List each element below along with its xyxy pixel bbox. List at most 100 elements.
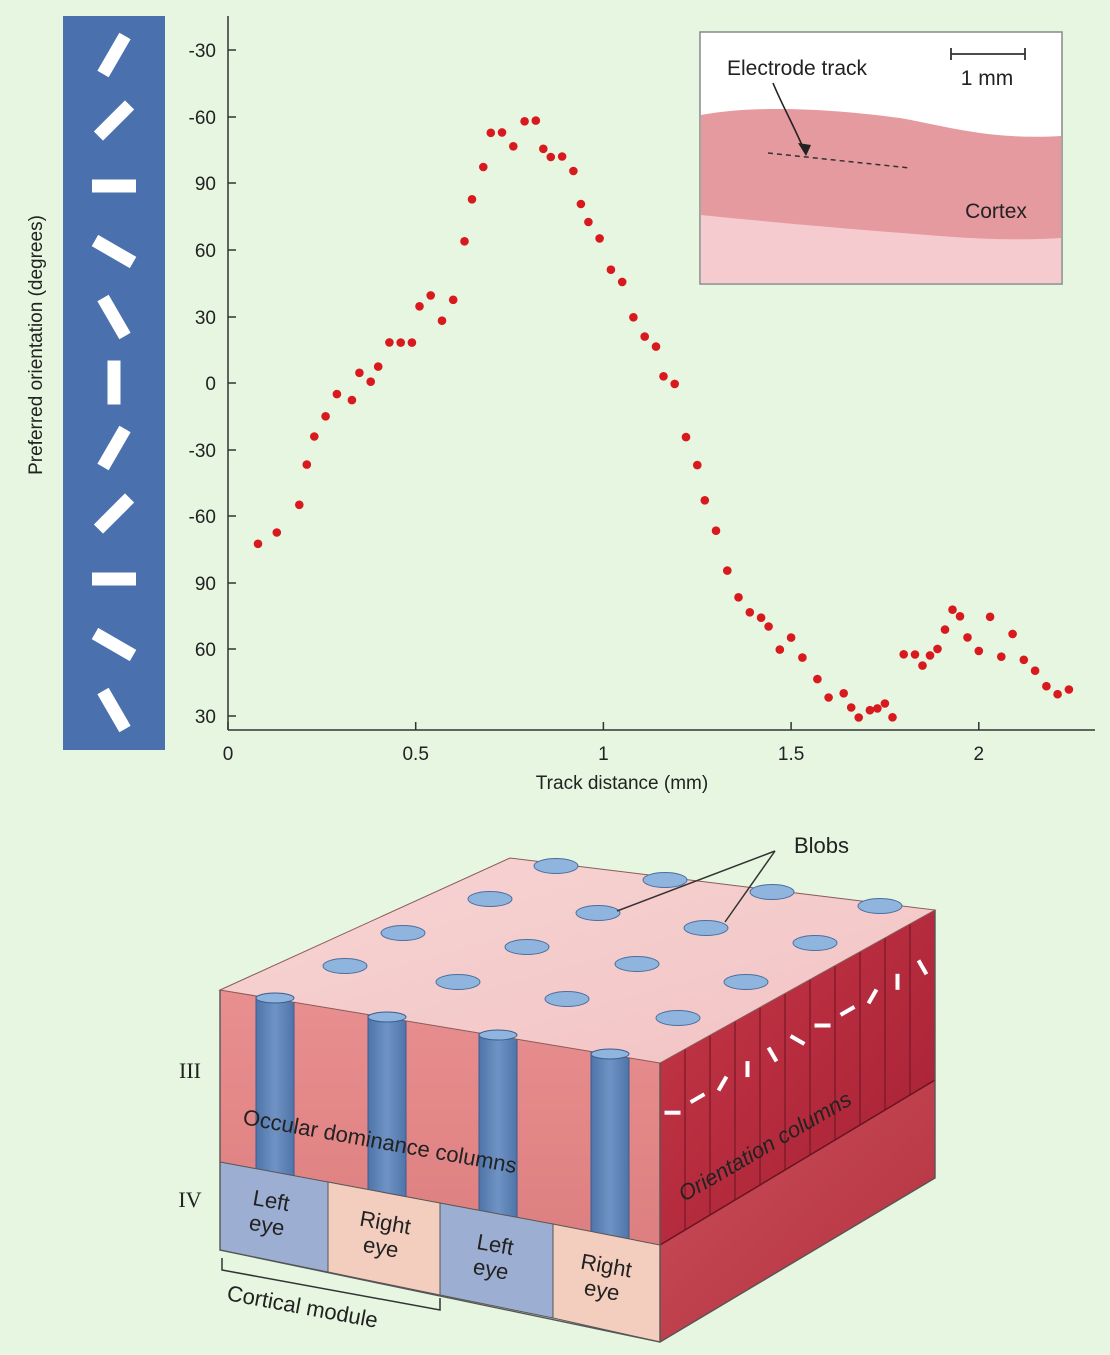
data-point <box>974 646 984 656</box>
data-point <box>948 605 957 614</box>
data-point <box>925 651 935 660</box>
data-point <box>460 237 469 246</box>
data-point <box>933 644 942 654</box>
y-tick-label: -30 <box>189 41 216 62</box>
blob <box>792 935 838 951</box>
orientation-tick-bar <box>93 100 135 141</box>
data-point <box>385 338 394 347</box>
data-point <box>700 496 710 505</box>
orientation-plot: -30 -60 90 60 30 0 -30 -60 90 60 30 0 0.5 1 1.5 2 Pref… <box>26 16 1095 794</box>
data-point <box>373 362 383 371</box>
orientation-marker-bar <box>866 988 879 1005</box>
orientation-tick-bar <box>97 294 131 340</box>
data-point <box>824 693 833 702</box>
orientation-marker <box>716 1075 729 1092</box>
data-point <box>865 705 875 715</box>
right-face-lower <box>660 1080 935 1342</box>
data-point <box>437 316 447 326</box>
orientation-bar <box>63 16 165 750</box>
blob <box>467 891 513 907</box>
data-point <box>756 613 766 622</box>
y-axis-title: Preferred orientation (degrees) <box>26 215 47 475</box>
data-point <box>681 432 691 442</box>
orientation-marker <box>745 1061 750 1078</box>
left-eye-label-2: Lefteye <box>471 1229 516 1285</box>
ocular-column-4 <box>590 1050 630 1240</box>
data-point <box>486 128 496 138</box>
orientation-tick <box>97 425 131 471</box>
orientation-tick-bar <box>91 627 137 662</box>
data-point <box>659 372 668 381</box>
orientation-tick <box>91 234 137 269</box>
blob <box>575 905 621 921</box>
data-point <box>366 377 376 387</box>
data-point <box>963 633 972 642</box>
data-point <box>745 608 755 617</box>
data-point <box>520 117 529 126</box>
ocular-column-1 <box>255 995 295 1177</box>
orientation-tick <box>93 493 135 534</box>
data-point <box>531 116 541 125</box>
blob <box>683 920 729 936</box>
x-tick-label: 1 <box>598 744 609 765</box>
blob <box>723 974 769 990</box>
blob-pointer-1 <box>616 850 776 912</box>
blob <box>614 956 660 972</box>
blob <box>380 925 426 941</box>
y-tick-label: -60 <box>189 507 216 528</box>
data-point <box>253 539 263 549</box>
cortical-module-bracket <box>221 1258 441 1311</box>
data-point <box>775 645 785 654</box>
blob-pointer-2 <box>724 850 776 923</box>
orientation-tick <box>93 100 135 141</box>
data-point <box>302 460 312 469</box>
y-tick-label: 60 <box>195 241 216 262</box>
orientation-tick-bar <box>97 425 131 471</box>
orientation-tick-bar <box>97 32 131 78</box>
orientation-tick <box>97 32 131 78</box>
ocular-column-2 <box>367 1013 407 1198</box>
orientation-marker-bar <box>839 1005 856 1017</box>
data-point <box>955 612 965 621</box>
y-tick-label: -60 <box>189 108 216 129</box>
data-point <box>576 199 586 209</box>
orientation-marker-bar <box>766 1046 779 1063</box>
data-point <box>509 142 518 151</box>
data-point <box>407 338 417 347</box>
layer-iv-label: IV <box>178 1187 201 1212</box>
data-point <box>813 674 822 684</box>
y-tick-label: 0 <box>205 374 216 395</box>
data-point <box>888 713 897 722</box>
orientation-tick <box>91 627 137 662</box>
cortical-block: Blobs III IV Occular dominance columns O… <box>178 833 937 1343</box>
orientation-marker-bar <box>916 959 929 976</box>
data-point <box>1008 629 1017 639</box>
data-point <box>910 650 920 659</box>
ocular-column-3 <box>478 1032 518 1219</box>
orientation-column-markers <box>664 959 929 1115</box>
column-top-1 <box>255 992 295 1004</box>
data-point <box>839 689 848 698</box>
y-tick-label: 30 <box>195 707 216 728</box>
data-point <box>546 152 556 162</box>
y-tick-label: 90 <box>195 574 216 595</box>
orientation-marker-bar <box>716 1075 729 1092</box>
data-point <box>355 368 364 378</box>
orientation-tick-bar <box>92 179 136 193</box>
orientation-tick <box>107 360 121 405</box>
x-tick-label: 0.5 <box>402 744 428 765</box>
orientation-marker-bar <box>664 1110 681 1115</box>
x-tick-label: 1.5 <box>778 744 804 765</box>
data-point <box>295 500 304 510</box>
data-point <box>310 432 319 441</box>
orientation-tick <box>92 179 136 193</box>
data-point <box>693 460 702 470</box>
y-tick-label: 60 <box>195 640 216 661</box>
data-point <box>734 593 743 602</box>
orientation-marker <box>766 1046 779 1063</box>
orientation-marker <box>895 973 900 990</box>
blob <box>322 958 368 974</box>
data-point <box>272 528 282 537</box>
column-top-4 <box>590 1048 630 1060</box>
orientation-marker-bar <box>789 1034 806 1046</box>
